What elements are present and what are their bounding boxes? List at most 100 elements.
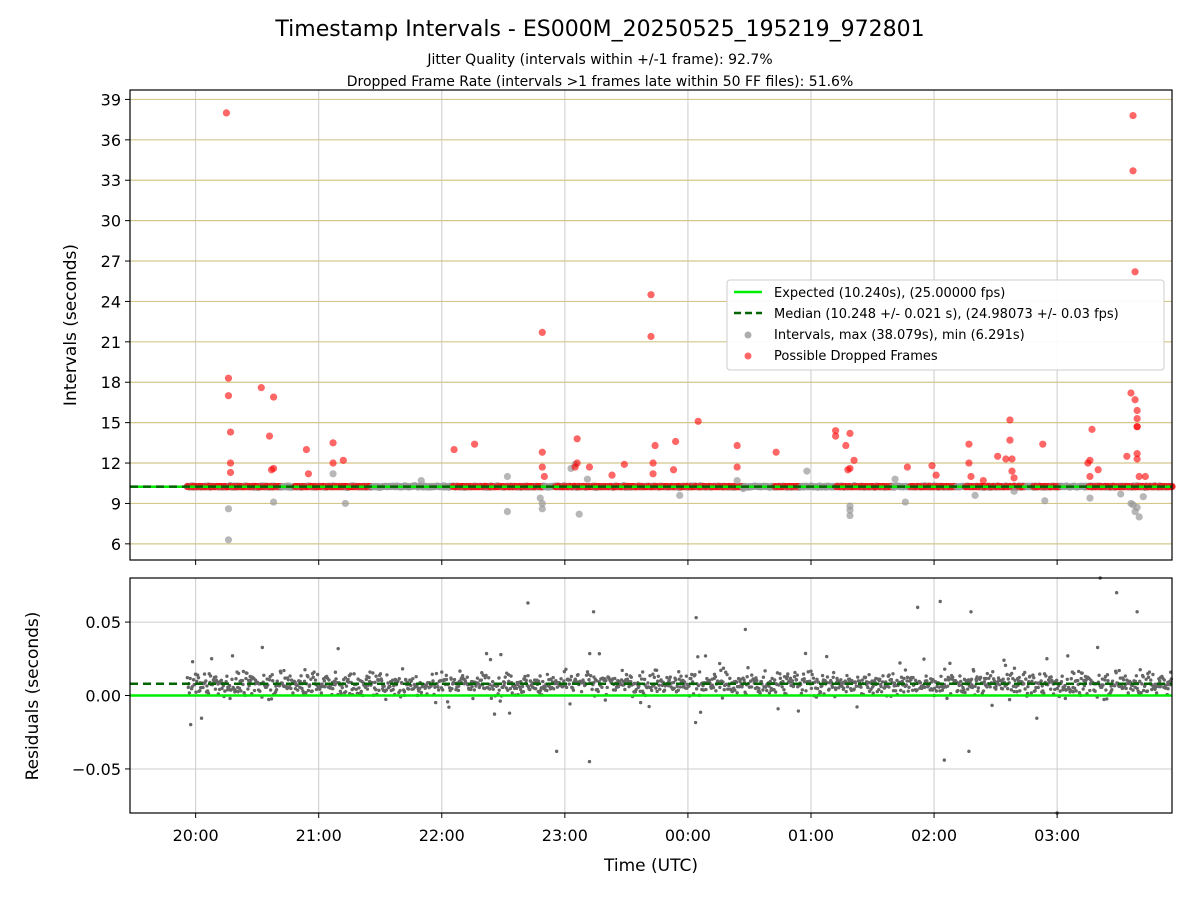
residual-outlier-point [587,759,592,764]
residual-point [672,686,676,691]
residual-point [843,679,847,683]
residual-point [434,671,439,676]
residual-point [571,688,576,692]
residual-point [488,657,493,662]
dropped-frame-outlier-point [1133,423,1141,431]
residual-point [507,679,511,684]
residual-point [402,689,407,694]
residual-point [517,685,522,689]
residual-point [551,675,555,680]
residual-outlier-point [526,601,530,605]
residual-point [807,679,812,683]
residual-point [676,688,680,692]
residual-point [497,688,501,692]
interval-outlier-point [417,476,425,485]
dropped-frame-outlier-point [257,384,265,392]
residual-point [626,679,631,684]
residual-point [498,699,502,703]
residual-point [568,678,573,682]
residual-point [972,669,976,673]
residual-point [1154,691,1159,695]
residual-point [985,685,989,689]
residual-point [409,679,413,683]
dropped-frame-outlier-point [967,472,975,481]
interval-outlier-point [846,506,854,514]
residual-point [343,676,348,680]
residual-point [201,685,205,690]
residual-point [855,705,859,709]
residual-point [359,689,363,694]
residual-point [806,670,810,674]
residual-point [541,679,545,684]
residual-point [545,672,550,677]
dropped-frame-outlier-point [1006,436,1014,444]
residual-point [228,696,232,701]
residual-point [1007,697,1012,702]
residual-point [444,677,449,682]
x-tick-label: 01:00 [788,826,834,845]
dropped-frame-outlier-point [1129,167,1137,175]
residual-point [1009,688,1014,692]
residual-point [1081,687,1085,691]
residual-point [343,690,348,694]
residual-point [377,688,381,693]
legend-intervals-swatch [744,331,752,339]
residual-point [551,687,556,691]
dropped-frame-outlier-point [1002,455,1010,463]
residual-point [1005,686,1010,691]
interval-outlier-point [1010,487,1018,495]
residual-point [1114,671,1118,675]
residual-point [604,678,608,683]
residual-point [665,675,669,680]
residual-point [827,687,831,691]
residual-point [1074,689,1078,693]
residual-point [564,667,568,671]
residual-outlier-point [554,749,559,754]
residual-point [474,684,478,688]
residual-point [415,684,419,689]
residual-point [518,687,523,692]
residual-point [579,689,584,694]
intervals-legend: Expected (10.240s), (25.00000 fps) Media… [726,279,1165,371]
residual-outlier-point [942,758,947,762]
residual-point [291,691,295,695]
residual-point [1101,683,1105,687]
residual-point [444,673,448,678]
residual-point [458,669,462,673]
residual-point [726,687,730,691]
residual-outlier-point [938,599,942,604]
chart-subtitle-jitter: Jitter Quality (intervals within +/-1 fr… [426,52,772,68]
residual-point [750,673,754,677]
residual-point [722,687,726,692]
residual-point [904,683,909,687]
residual-point [220,686,224,691]
residual-point [1011,684,1016,688]
residual-point [587,678,591,682]
residual-point [310,689,314,693]
residual-point [654,668,659,672]
residual-point [795,673,800,677]
residual-point [934,689,939,693]
intervals-panel: 6 9 12 15 18 21 24 27 30 33 36 39 Intervals (second… [61,89,1176,565]
residual-point [605,685,609,690]
intervals-y-tick-label: 36 [101,131,121,150]
dropped-frame-outlier-point [649,459,657,467]
residual-point [488,687,492,691]
residual-point [1157,679,1162,683]
residual-point [479,678,483,682]
residual-point [346,677,350,682]
residual-point [419,690,424,695]
residual-point [714,689,718,693]
dropped-frame-outlier-point [669,466,678,474]
residual-point [1015,690,1019,694]
residual-point [206,691,211,695]
residual-point [1045,657,1049,661]
residual-point [279,671,283,675]
residual-point [1154,685,1158,689]
residual-point [186,685,191,690]
residual-point [214,675,218,679]
residual-point [773,690,778,694]
residual-point [603,698,608,702]
interval-outlier-point [538,499,546,508]
residual-point [945,696,949,701]
